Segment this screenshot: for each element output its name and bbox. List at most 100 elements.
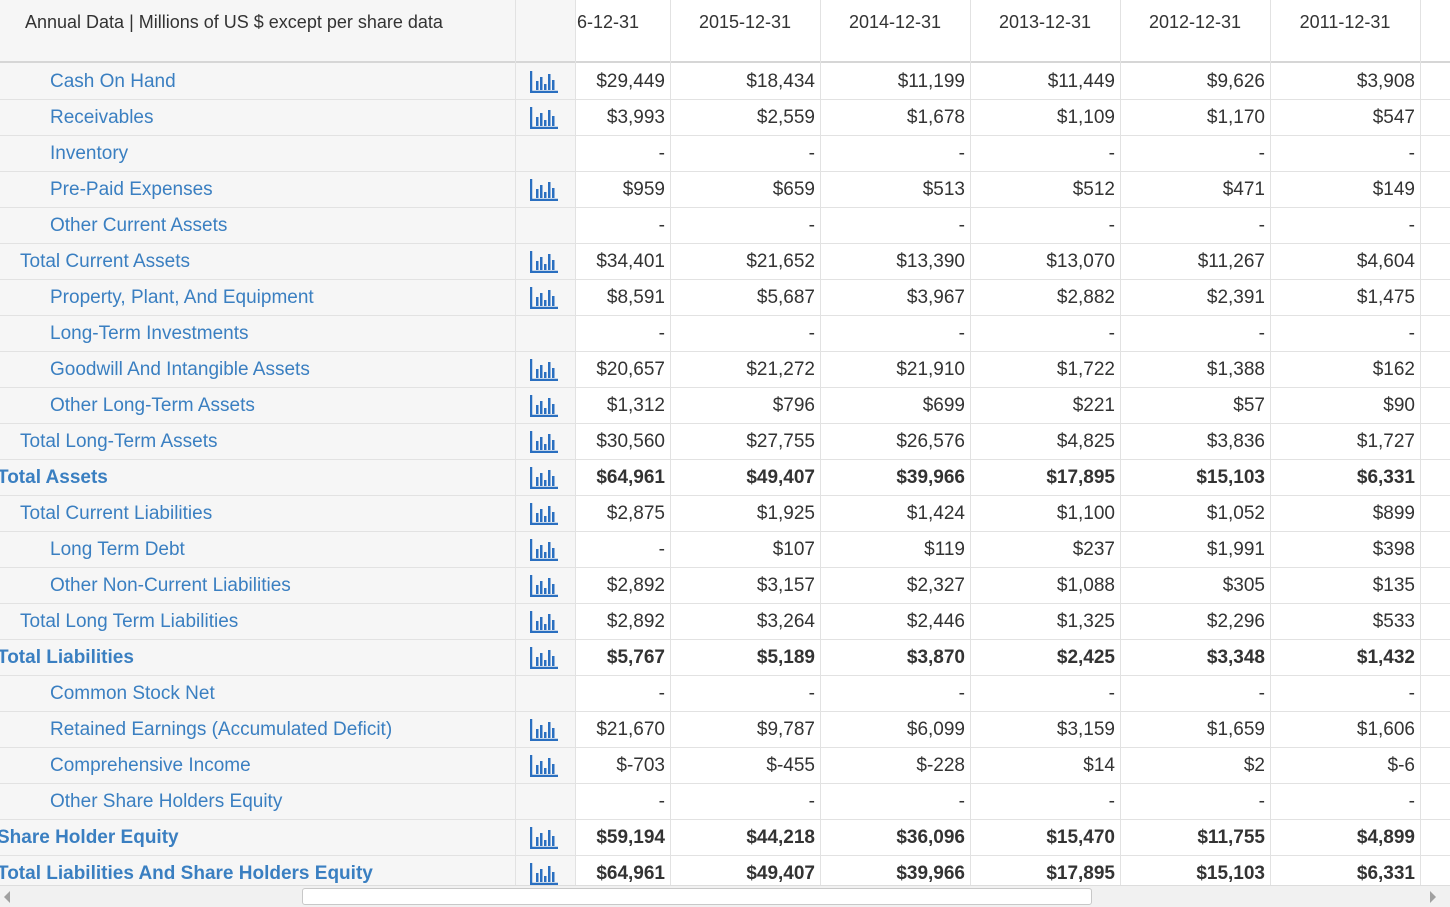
- cell-value: $135: [1372, 575, 1415, 596]
- cell-value: $2: [1243, 755, 1265, 776]
- chart-icon[interactable]: [530, 863, 558, 885]
- cell-value: $49,407: [746, 863, 815, 884]
- chart-icon[interactable]: [530, 107, 558, 129]
- cell-value: $1,475: [1356, 287, 1415, 308]
- row-label[interactable]: Long-Term Investments: [50, 323, 249, 344]
- row-label[interactable]: Total Long-Term Assets: [20, 431, 218, 452]
- column-divider: [670, 0, 671, 885]
- chart-icon[interactable]: [530, 431, 558, 453]
- row-label[interactable]: Total Current Assets: [20, 251, 191, 272]
- cell-value: -: [1108, 143, 1115, 164]
- chart-icon[interactable]: [530, 827, 558, 849]
- cell-value: $64,961: [596, 863, 665, 884]
- row-divider: [0, 783, 1450, 784]
- cell-value: $3,993: [606, 107, 665, 128]
- scrollbar-track[interactable]: [0, 885, 1450, 907]
- scroll-right-arrow[interactable]: [1428, 891, 1438, 903]
- cell-value: -: [808, 791, 815, 812]
- row-label[interactable]: Total Long Term Liabilities: [20, 611, 239, 632]
- cell-value: $21,670: [596, 719, 665, 740]
- cell-value: $-6: [1387, 755, 1415, 776]
- row-divider: [0, 567, 1450, 568]
- cell-value: $1,432: [1356, 647, 1415, 668]
- chart-icon[interactable]: [530, 71, 558, 93]
- chart-icon[interactable]: [530, 251, 558, 273]
- row-label[interactable]: Inventory: [50, 143, 129, 164]
- cell-value: $659: [772, 179, 815, 200]
- row-label[interactable]: Cash On Hand: [50, 71, 176, 92]
- cell-value: $1,052: [1206, 503, 1265, 524]
- scroll-left-arrow[interactable]: [2, 891, 12, 903]
- cell-value: $3,870: [906, 647, 965, 668]
- cell-value: $3,836: [1206, 431, 1265, 452]
- cell-value: $2,296: [1206, 611, 1265, 632]
- row-label[interactable]: Comprehensive Income: [50, 755, 251, 776]
- chart-icon[interactable]: [530, 719, 558, 741]
- row-label[interactable]: Other Non-Current Liabilities: [50, 575, 291, 596]
- row-label[interactable]: Total Current Liabilities: [20, 503, 213, 524]
- cell-value: $-703: [616, 755, 665, 776]
- column-divider: [515, 0, 516, 885]
- cell-value: $699: [922, 395, 965, 416]
- column-divider: [1270, 0, 1271, 885]
- scrollbar-thumb[interactable]: [302, 888, 1092, 905]
- chart-icon[interactable]: [530, 395, 558, 417]
- cell-value: $36,096: [896, 827, 965, 848]
- cell-value: -: [1258, 215, 1265, 236]
- row-divider: [0, 243, 1450, 244]
- cell-value: -: [1108, 215, 1115, 236]
- row-label[interactable]: Share Holder Equity: [0, 827, 179, 848]
- row-divider: [0, 423, 1450, 424]
- cell-value: $13,390: [896, 251, 965, 272]
- cell-value: $2,559: [756, 107, 815, 128]
- cell-value: -: [1108, 791, 1115, 812]
- cell-value: -: [658, 539, 665, 560]
- chart-icon[interactable]: [530, 359, 558, 381]
- cell-value: $2,391: [1206, 287, 1265, 308]
- row-label[interactable]: Receivables: [50, 107, 154, 128]
- chart-icon[interactable]: [530, 467, 558, 489]
- chart-icon[interactable]: [530, 575, 558, 597]
- column-header: 6-12-31: [577, 12, 640, 32]
- cell-value: -: [808, 683, 815, 704]
- cell-value: $17,895: [1046, 863, 1115, 884]
- cell-value: $11,267: [1197, 251, 1265, 272]
- chart-icon[interactable]: [530, 755, 558, 777]
- chart-icon[interactable]: [530, 287, 558, 309]
- cell-value: $15,103: [1196, 863, 1265, 884]
- cell-value: $3,159: [1056, 719, 1115, 740]
- row-label[interactable]: Long Term Debt: [50, 539, 185, 560]
- row-label[interactable]: Goodwill And Intangible Assets: [50, 359, 310, 380]
- cell-value: $1,170: [1206, 107, 1265, 128]
- cell-value: -: [1108, 323, 1115, 344]
- chart-icon[interactable]: [530, 179, 558, 201]
- row-label[interactable]: Pre-Paid Expenses: [50, 179, 213, 200]
- row-label[interactable]: Other Share Holders Equity: [50, 791, 283, 812]
- cell-value: -: [658, 215, 665, 236]
- row-label[interactable]: Other Long-Term Assets: [50, 395, 255, 416]
- row-label[interactable]: Property, Plant, And Equipment: [50, 287, 314, 308]
- row-label[interactable]: Total Assets: [0, 467, 108, 488]
- cell-value: -: [1408, 143, 1415, 164]
- cell-value: $1,424: [906, 503, 965, 524]
- cell-value: $9,787: [756, 719, 815, 740]
- row-divider: [0, 135, 1450, 136]
- cell-value: $6,099: [906, 719, 965, 740]
- cell-value: -: [958, 143, 965, 164]
- row-label[interactable]: Total Liabilities: [0, 647, 134, 668]
- row-label[interactable]: Retained Earnings (Accumulated Deficit): [50, 719, 393, 740]
- row-label[interactable]: Total Liabilities And Share Holders Equi…: [0, 863, 373, 884]
- row-divider: [0, 315, 1450, 316]
- row-label[interactable]: Other Current Assets: [50, 215, 228, 236]
- cell-value: $3,908: [1356, 71, 1415, 92]
- row-label[interactable]: Common Stock Net: [50, 683, 215, 704]
- chart-icon[interactable]: [530, 611, 558, 633]
- chart-icon[interactable]: [530, 647, 558, 669]
- cell-value: $1,088: [1056, 575, 1115, 596]
- cell-value: $1,325: [1056, 611, 1115, 632]
- row-divider: [0, 495, 1450, 496]
- column-header: 2014-12-31: [848, 12, 942, 32]
- cell-value: $1,722: [1056, 359, 1115, 380]
- chart-icon[interactable]: [530, 503, 558, 525]
- chart-icon[interactable]: [530, 539, 558, 561]
